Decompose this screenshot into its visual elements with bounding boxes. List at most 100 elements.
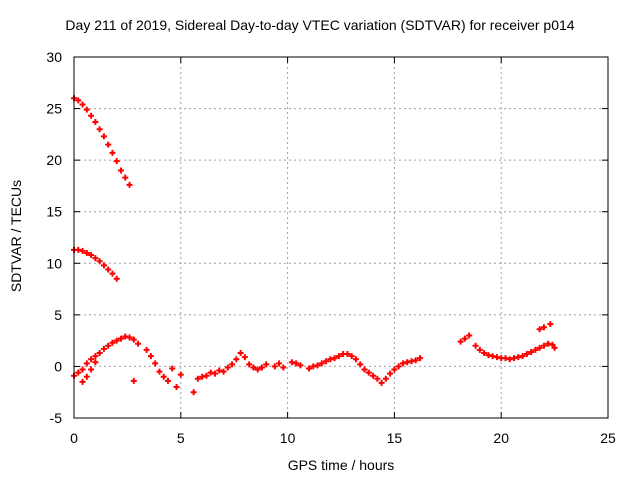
data-point [83,106,90,113]
data-point [305,365,312,372]
data-point [331,355,338,362]
y-tick-label: -5 [50,410,63,426]
data-point [122,174,129,181]
data-point [323,358,330,365]
data-point [164,377,171,384]
data-point [457,338,464,345]
data-point [83,373,90,380]
y-tick-label: 30 [46,49,62,65]
data-point [92,255,99,262]
data-point [327,356,334,363]
data-point [109,270,116,277]
data-point [466,332,473,339]
data-point [79,101,86,108]
data-point [352,356,359,363]
data-point [536,326,543,333]
data-point [258,364,265,371]
data-point [404,359,411,366]
data-point [117,167,124,174]
data-point [160,373,167,380]
y-tick-label: 15 [46,204,62,220]
y-tick-label: 20 [46,152,62,168]
tick-layer: 0 5 10 15 20 25 -5 0 5 10 15 20 25 30 [46,49,616,446]
data-point [263,361,270,368]
data-point [528,348,535,355]
data-point [143,346,150,353]
data-point [374,375,381,382]
data-point [173,384,180,391]
chart-title: Day 211 of 2019, Sidereal Day-to-day VTE… [65,17,575,33]
data-point [361,366,368,373]
data-point [344,351,351,358]
data-point [105,141,112,148]
data-point [370,372,377,379]
data-point [96,258,103,265]
data-point [476,346,483,353]
data-point [105,266,112,273]
data-point [83,360,90,367]
data-point [540,342,547,349]
x-tick-label: 10 [280,430,296,446]
data-point [335,353,342,360]
data-point [523,351,530,358]
data-point [241,354,248,361]
data-point [250,364,257,371]
data-point [237,350,244,357]
data-point [545,340,552,347]
data-point [92,118,99,125]
x-tick-label: 25 [600,430,616,446]
series-arc-mid [71,246,120,282]
data-point [551,344,558,351]
data-point [113,158,120,165]
data-point [519,353,526,360]
data-point [75,369,82,376]
y-axis-label: SDTVAR / TECUs [8,179,24,293]
data-point [177,371,184,378]
data-point [378,379,385,386]
data-point [113,337,120,344]
data-point [506,356,513,363]
data-point [387,370,394,377]
data-point [481,350,488,357]
data-point [109,339,116,346]
data-point [216,367,223,374]
x-tick-label: 5 [177,430,185,446]
x-axis-label: GPS time / hours [287,457,395,473]
data-point [211,370,218,377]
data-point [271,363,278,370]
x-tick-label: 0 [70,430,78,446]
x-tick-label: 15 [387,430,403,446]
data-point [472,342,479,349]
data-point [96,126,103,133]
data-point [502,355,509,362]
y-tick-label: 10 [46,255,62,271]
data-point [357,361,364,368]
data-point [88,112,95,119]
data-point [130,336,137,343]
data-point [254,366,261,373]
data-point [417,355,424,362]
x-tick-label: 20 [493,430,509,446]
data-point [224,364,231,371]
data-point [391,366,398,373]
plot-frame [73,56,609,419]
data-point [207,369,214,376]
data-point [276,360,283,367]
data-point [100,262,107,269]
data-point [75,246,82,253]
data-point [152,360,159,367]
data-point [314,362,321,369]
data-point [169,365,176,372]
data-point [126,334,133,341]
data-point [92,353,99,360]
data-point [130,377,137,384]
data-point [540,324,547,331]
series-low-band [71,321,558,396]
data-point [246,361,253,368]
data-point [194,375,201,382]
data-point [190,389,197,396]
data-point [92,359,99,366]
y-tick-label: 5 [54,307,62,323]
